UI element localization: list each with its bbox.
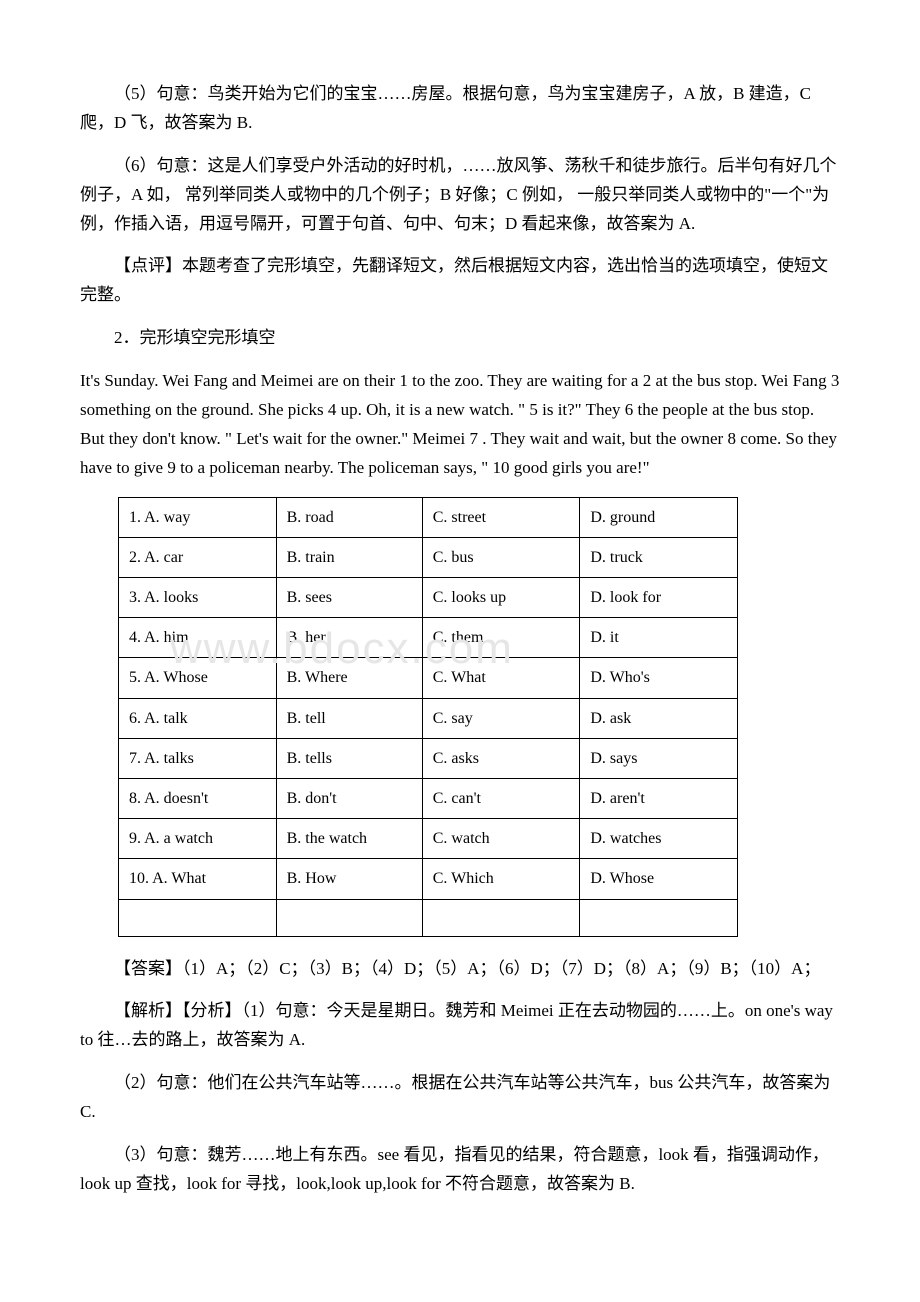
choice-cell: B. train [276,537,422,577]
choice-cell: 6. A. talk [119,698,277,738]
choice-cell: C. street [422,497,580,537]
choice-cell: C. bus [422,537,580,577]
table-row: 9. A. a watch B. the watch C. watch D. w… [119,819,738,859]
choice-cell: C. looks up [422,578,580,618]
choice-cell: B. don't [276,779,422,819]
table-row: 1. A. way B. road C. street D. ground [119,497,738,537]
choice-cell: D. ground [580,497,738,537]
choice-cell: C. asks [422,738,580,778]
analysis-2: （2）句意：他们在公共汽车站等……。根据在公共汽车站等公共汽车，bus 公共汽车… [80,1069,840,1127]
choice-cell: 5. A. Whose [119,658,277,698]
choice-cell: D. says [580,738,738,778]
choice-cell: B. tell [276,698,422,738]
choice-cell: D. look for [580,578,738,618]
choice-cell [580,899,738,936]
analysis-1: 【解析】【分析】（1）句意：今天是星期日。魏芳和 Meimei 正在去动物园的…… [80,997,840,1055]
choices-table: 1. A. way B. road C. street D. ground 2.… [118,497,738,937]
table-row-empty [119,899,738,936]
choice-cell: B. tells [276,738,422,778]
choice-cell: 9. A. a watch [119,819,277,859]
choice-cell: D. watches [580,819,738,859]
choice-cell: D. it [580,618,738,658]
table-row: 2. A. car B. train C. bus D. truck [119,537,738,577]
choice-cell: B. the watch [276,819,422,859]
choice-cell: C. can't [422,779,580,819]
choice-cell: D. Who's [580,658,738,698]
choice-cell: B. How [276,859,422,899]
choice-cell: 3. A. looks [119,578,277,618]
table-row: 7. A. talks B. tells C. asks D. says [119,738,738,778]
choice-cell: 4. A. him [119,618,277,658]
analysis-3: （3）句意：魏芳……地上有东西。see 看见，指看见的结果，符合题意，look … [80,1141,840,1199]
table-wrapper: 1. A. way B. road C. street D. ground 2.… [80,497,840,937]
paragraph-expl-6: （6）句意：这是人们享受户外活动的好时机，……放风筝、荡秋千和徒步旅行。后半句有… [80,152,840,239]
table-row: 6. A. talk B. tell C. say D. ask [119,698,738,738]
choice-cell: 2. A. car [119,537,277,577]
choice-cell: C. Which [422,859,580,899]
choice-cell: C. say [422,698,580,738]
choice-cell: B. Where [276,658,422,698]
choice-cell: C. them [422,618,580,658]
choice-cell: B. her [276,618,422,658]
table-row: 8. A. doesn't B. don't C. can't D. aren'… [119,779,738,819]
answers-line: 【答案】（1）A；（2）C；（3）B；（4）D；（5）A；（6）D；（7）D；（… [80,955,840,984]
choice-cell: D. Whose [580,859,738,899]
choice-cell [422,899,580,936]
choice-cell: 7. A. talks [119,738,277,778]
table-row: 3. A. looks B. sees C. looks up D. look … [119,578,738,618]
passage-text: It's Sunday. Wei Fang and Meimei are on … [80,367,840,483]
choice-cell: D. ask [580,698,738,738]
paragraph-expl-5: （5）句意：鸟类开始为它们的宝宝……房屋。根据句意，鸟为宝宝建房子，A 放，B … [80,80,840,138]
table-row: 5. A. Whose B. Where C. What D. Who's [119,658,738,698]
choice-cell: C. watch [422,819,580,859]
paragraph-comment: 【点评】本题考查了完形填空，先翻译短文，然后根据短文内容，选出恰当的选项填空，使… [80,252,840,310]
section-title: 2．完形填空完形填空 [80,324,840,353]
choice-cell [276,899,422,936]
choice-cell: C. What [422,658,580,698]
choice-cell: B. road [276,497,422,537]
table-row: 4. A. him B. her C. them D. it [119,618,738,658]
choice-cell: 1. A. way [119,497,277,537]
choice-cell: 8. A. doesn't [119,779,277,819]
table-row: 10. A. What B. How C. Which D. Whose [119,859,738,899]
document-page: （5）句意：鸟类开始为它们的宝宝……房屋。根据句意，鸟为宝宝建房子，A 放，B … [0,0,920,1253]
choice-cell [119,899,277,936]
choice-cell: D. aren't [580,779,738,819]
choice-cell: D. truck [580,537,738,577]
choice-cell: B. sees [276,578,422,618]
choice-cell: 10. A. What [119,859,277,899]
